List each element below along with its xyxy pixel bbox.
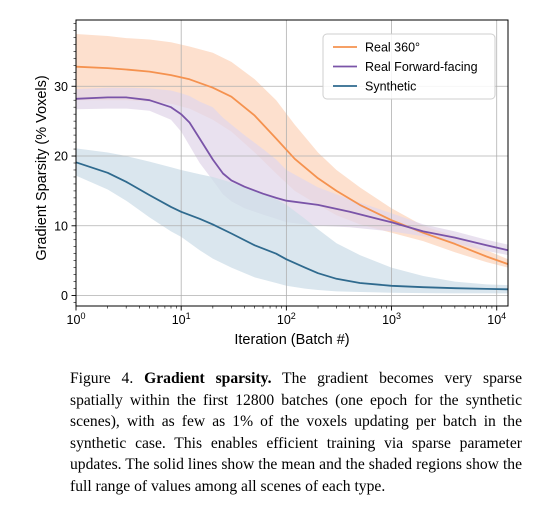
legend-box [322, 33, 496, 100]
legend-label-1: Real Forward-facing [365, 60, 478, 74]
x-tick-label-1: 101 [172, 311, 191, 327]
series-line-2 [75, 161, 509, 291]
range-band-2 [76, 148, 508, 294]
range-band-1 [76, 87, 508, 256]
x-axis-label: Iteration (Batch #) [234, 332, 349, 348]
series-line-1 [75, 96, 509, 252]
x-tick-label-4: 104 [487, 311, 506, 327]
y-tick-label-3: 30 [54, 80, 68, 94]
legend-label-0: Real 360° [365, 41, 420, 55]
y-tick-label-1: 10 [54, 219, 68, 233]
y-axis-label: Gradient Sparsity (% Voxels) [34, 75, 50, 260]
range-band-0 [76, 34, 508, 268]
legend-label-2: Synthetic [365, 80, 416, 94]
figure-caption: Figure 4. Gradient sparsity. The gradien… [70, 368, 522, 497]
y-tick-label-0: 0 [61, 289, 68, 303]
caption-body: The gradient becomes very sparse spatial… [70, 370, 522, 495]
range-bands [76, 34, 508, 294]
x-tick-label-3: 103 [382, 311, 401, 327]
x-tick-label-2: 102 [277, 311, 296, 327]
y-tick-label-2: 20 [54, 150, 68, 164]
axis-ticks: 100 101 102 103 104 0 10 20 30 [54, 23, 506, 327]
legend: Real 360° Real Forward-facing Synthetic [322, 33, 496, 100]
caption-prefix: Figure 4. [70, 370, 145, 387]
x-tick-label-0: 100 [67, 311, 86, 327]
caption-title: Gradient sparsity. [144, 370, 272, 387]
mean-lines [75, 65, 509, 291]
series-line-0 [75, 65, 509, 265]
gradient-sparsity-chart: 100 101 102 103 104 0 10 20 30 Iteration (Batch … [34, 19, 509, 348]
